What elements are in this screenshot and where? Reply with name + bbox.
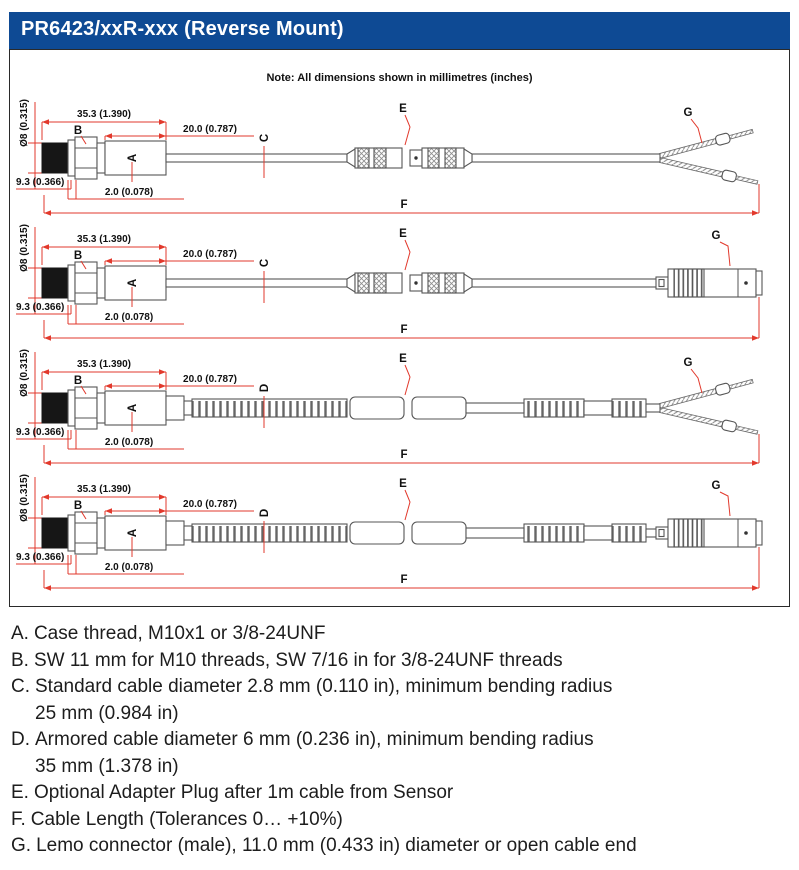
sensor-head bbox=[15, 98, 255, 200]
open-end bbox=[658, 356, 760, 464]
legend: A. Case thread, M10x1 or 3/8-24UNF B. SW 1… bbox=[11, 621, 790, 860]
sensor-head bbox=[15, 223, 255, 325]
legend-item-key: C. bbox=[11, 676, 30, 697]
legend-item-text-line2: 25 mm (0.984 in) bbox=[35, 702, 179, 724]
armored-cable bbox=[165, 520, 661, 546]
legend-item-text: Case thread, M10x1 or 3/8-24UNF bbox=[33, 623, 326, 644]
standard-cable bbox=[165, 147, 661, 169]
armored-cable bbox=[165, 395, 661, 421]
legend-item: E. Optional Adapter Plug after 1m cable f… bbox=[11, 780, 790, 807]
drawing-standard-cable-lemo bbox=[15, 223, 763, 342]
legend-item: G. Lemo connector (male), 11.0 mm (0.433 … bbox=[11, 833, 790, 860]
length-dimension bbox=[43, 194, 760, 217]
standard-cable bbox=[165, 272, 661, 294]
legend-item-key: B. bbox=[11, 649, 29, 671]
drawing-armored-cable-lemo bbox=[15, 473, 763, 592]
length-dimension bbox=[43, 444, 760, 467]
sensor-dimension-drawings: A B 35.3 (1.390) 20.0 (0.787) Ø8 (0.315)… bbox=[15, 98, 763, 592]
adapter-label bbox=[398, 102, 411, 146]
legend-item-key: F. bbox=[11, 808, 26, 830]
legend-item: C. Standard cable diameter 2.8 mm (0.110 … bbox=[11, 674, 790, 727]
sensor-drawings-panel: Note: All dimensions shown in millimetre… bbox=[9, 49, 790, 607]
legend-item-text: Armored cable diameter 6 mm (0.236 in), … bbox=[35, 729, 594, 750]
legend-item-text: Standard cable diameter 2.8 mm (0.110 in… bbox=[35, 676, 613, 697]
legend-item-text: SW 11 mm for M10 threads, SW 7/16 in for… bbox=[33, 649, 563, 671]
adapter-label bbox=[398, 477, 411, 521]
page-title: PR6423/xxR-xxx (Reverse Mount) bbox=[9, 12, 790, 49]
legend-item-text: Optional Adapter Plug after 1m cable fro… bbox=[33, 782, 454, 803]
legend-item: D. Armored cable diameter 6 mm (0.236 in)… bbox=[11, 727, 790, 780]
dimensions-note: Note: All dimensions shown in millimetre… bbox=[266, 72, 533, 84]
lemo-end bbox=[655, 229, 763, 339]
legend-item-key: G. bbox=[11, 835, 32, 856]
open-end bbox=[658, 106, 760, 214]
drawing-standard-cable-open-end bbox=[15, 98, 760, 217]
legend-item-key: A. bbox=[11, 623, 29, 644]
legend-item-text: Cable Length (Tolerances 0… +10%) bbox=[30, 808, 343, 830]
adapter-label bbox=[398, 352, 411, 396]
length-dimension bbox=[43, 319, 760, 342]
legend-item-text: Lemo connector (male), 11.0 mm (0.433 in… bbox=[36, 835, 637, 856]
legend-item-key: E. bbox=[11, 782, 29, 803]
legend-item: A. Case thread, M10x1 or 3/8-24UNF bbox=[11, 621, 790, 648]
drawing-armored-cable-open-end bbox=[15, 348, 760, 467]
adapter-label bbox=[398, 227, 411, 271]
legend-item: B. SW 11 mm for M10 threads, SW 7/16 in f… bbox=[11, 648, 790, 675]
length-dimension bbox=[43, 569, 760, 592]
lemo-end bbox=[655, 479, 763, 589]
legend-item-key: D. bbox=[11, 729, 30, 750]
legend-item-text-line2: 35 mm (1.378 in) bbox=[35, 755, 179, 777]
legend-item: F. Cable Length (Tolerances 0… +10%) bbox=[11, 807, 790, 834]
